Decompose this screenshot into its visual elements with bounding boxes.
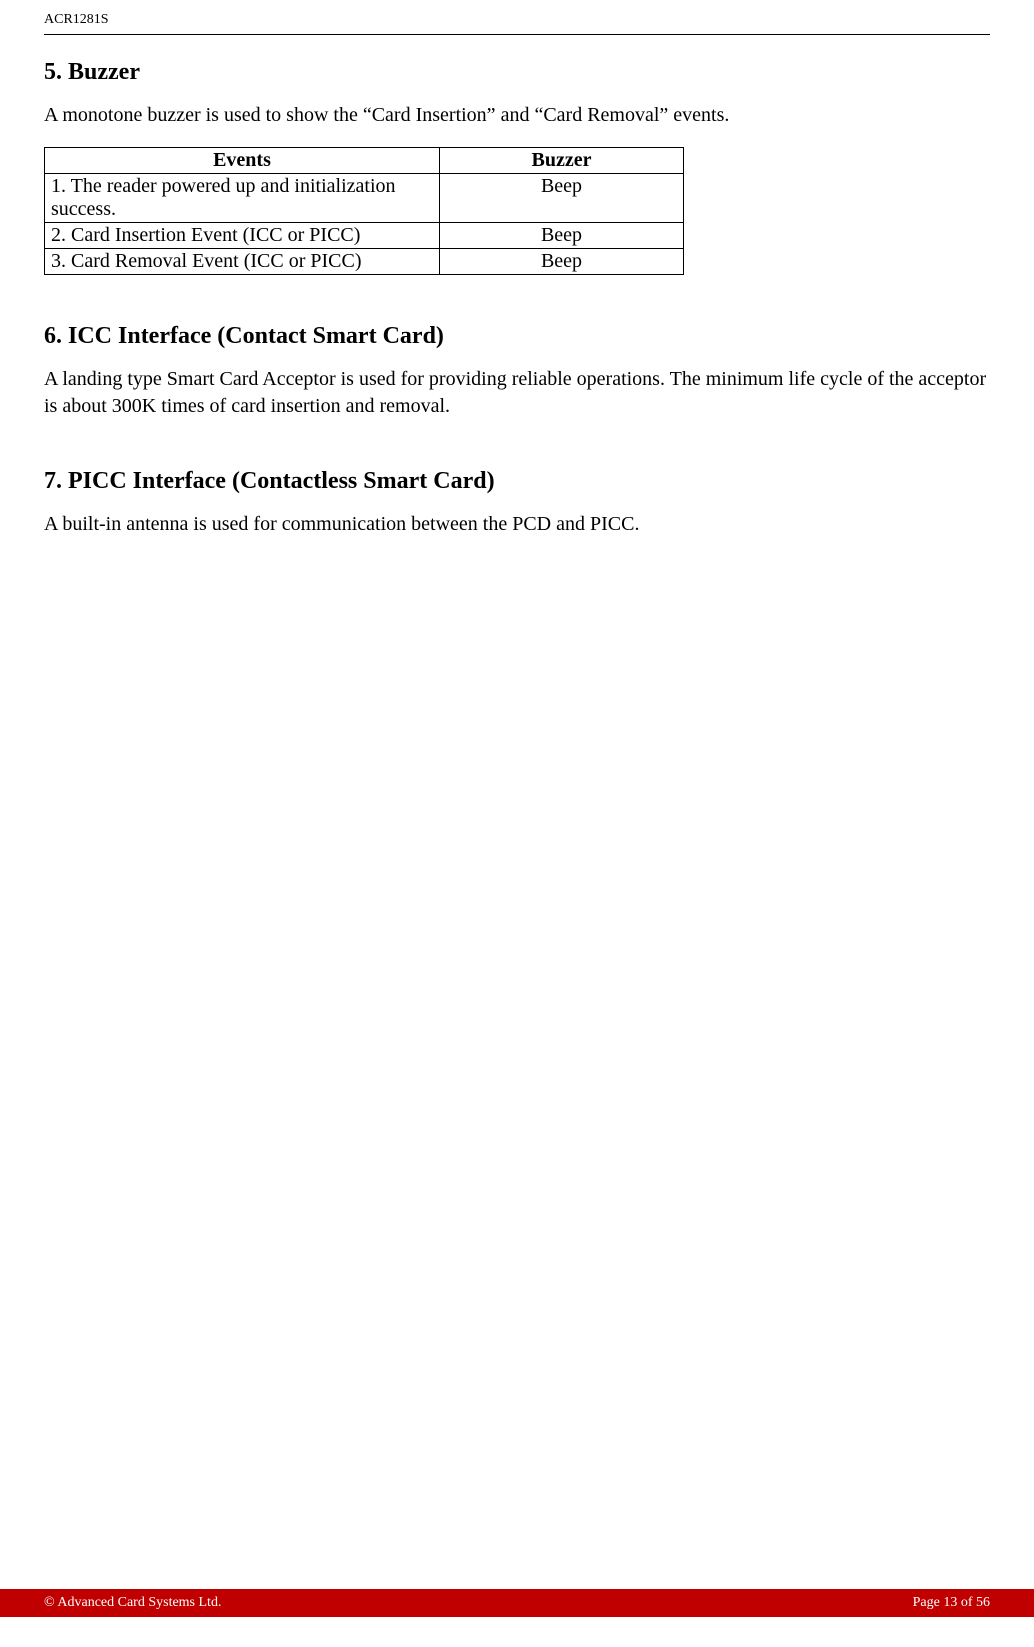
- page-footer: © Advanced Card Systems Ltd. Page 13 of …: [0, 1589, 1034, 1617]
- table-header-buzzer: Buzzer: [440, 148, 684, 174]
- table-cell-buzzer: Beep: [440, 174, 684, 223]
- page-content: ACR1281S 5. Buzzer A monotone buzzer is …: [0, 0, 1034, 538]
- header-divider: [44, 34, 990, 35]
- table-header-events: Events: [45, 148, 440, 174]
- table-cell-buzzer: Beep: [440, 223, 684, 249]
- table-cell-event: 2. Card Insertion Event (ICC or PICC): [45, 223, 440, 249]
- section-5-intro: A monotone buzzer is used to show the “C…: [44, 102, 990, 129]
- table-cell-event: 1. The reader powered up and initializat…: [45, 174, 440, 223]
- footer-copyright: © Advanced Card Systems Ltd.: [44, 1595, 221, 1611]
- table-cell-event: 3. Card Removal Event (ICC or PICC): [45, 249, 440, 275]
- table-row: 3. Card Removal Event (ICC or PICC) Beep: [45, 249, 684, 275]
- section-7-body: A built-in antenna is used for communica…: [44, 511, 990, 538]
- section-5-heading: 5. Buzzer: [44, 59, 990, 86]
- section-6-heading: 6. ICC Interface (Contact Smart Card): [44, 323, 990, 350]
- section-6-body: A landing type Smart Card Acceptor is us…: [44, 366, 990, 420]
- table-row: 2. Card Insertion Event (ICC or PICC) Be…: [45, 223, 684, 249]
- document-id: ACR1281S: [44, 12, 990, 28]
- footer-page-number: Page 13 of 56: [913, 1595, 990, 1611]
- table-header-row: Events Buzzer: [45, 148, 684, 174]
- buzzer-events-table: Events Buzzer 1. The reader powered up a…: [44, 147, 684, 275]
- table-cell-buzzer: Beep: [440, 249, 684, 275]
- section-7-heading: 7. PICC Interface (Contactless Smart Car…: [44, 468, 990, 495]
- table-row: 1. The reader powered up and initializat…: [45, 174, 684, 223]
